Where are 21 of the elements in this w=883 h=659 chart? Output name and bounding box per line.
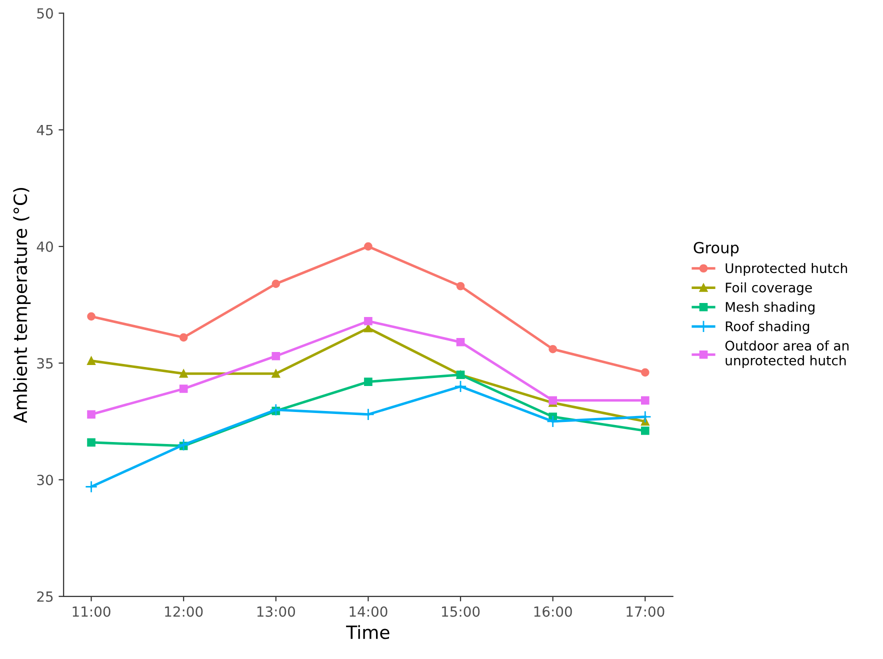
x-tick-label: 15:00: [442, 606, 480, 617]
legend-label: Roof shading: [726, 321, 810, 334]
x-tick-label: 14:00: [350, 606, 388, 617]
y-tick-label: 40: [36, 241, 53, 252]
x-tick-label: 16:00: [534, 606, 572, 617]
y-tick-label: 45: [36, 124, 53, 136]
x-tick-label: 12:00: [165, 606, 203, 617]
x-tick-label: 17:00: [626, 606, 664, 617]
x-axis-title: Time: [346, 625, 390, 640]
legend-label: Foil coverage: [726, 282, 812, 296]
legend-label: Outdoor area of an unprotected hutch: [725, 340, 849, 368]
legend-label: Mesh shading: [726, 302, 814, 314]
legend-title: Group: [694, 242, 739, 256]
y-axis-title: Ambient temperature (°C): [13, 188, 31, 424]
y-tick-label: 25: [37, 591, 53, 602]
x-tick-label: 11:00: [72, 606, 110, 617]
y-tick-label: 30: [37, 474, 53, 486]
y-tick-label: 50: [37, 8, 53, 19]
x-tick-label: 13:00: [257, 606, 295, 617]
y-tick-label: 35: [37, 358, 53, 369]
legend-label: Unprotected hutch: [726, 262, 848, 276]
